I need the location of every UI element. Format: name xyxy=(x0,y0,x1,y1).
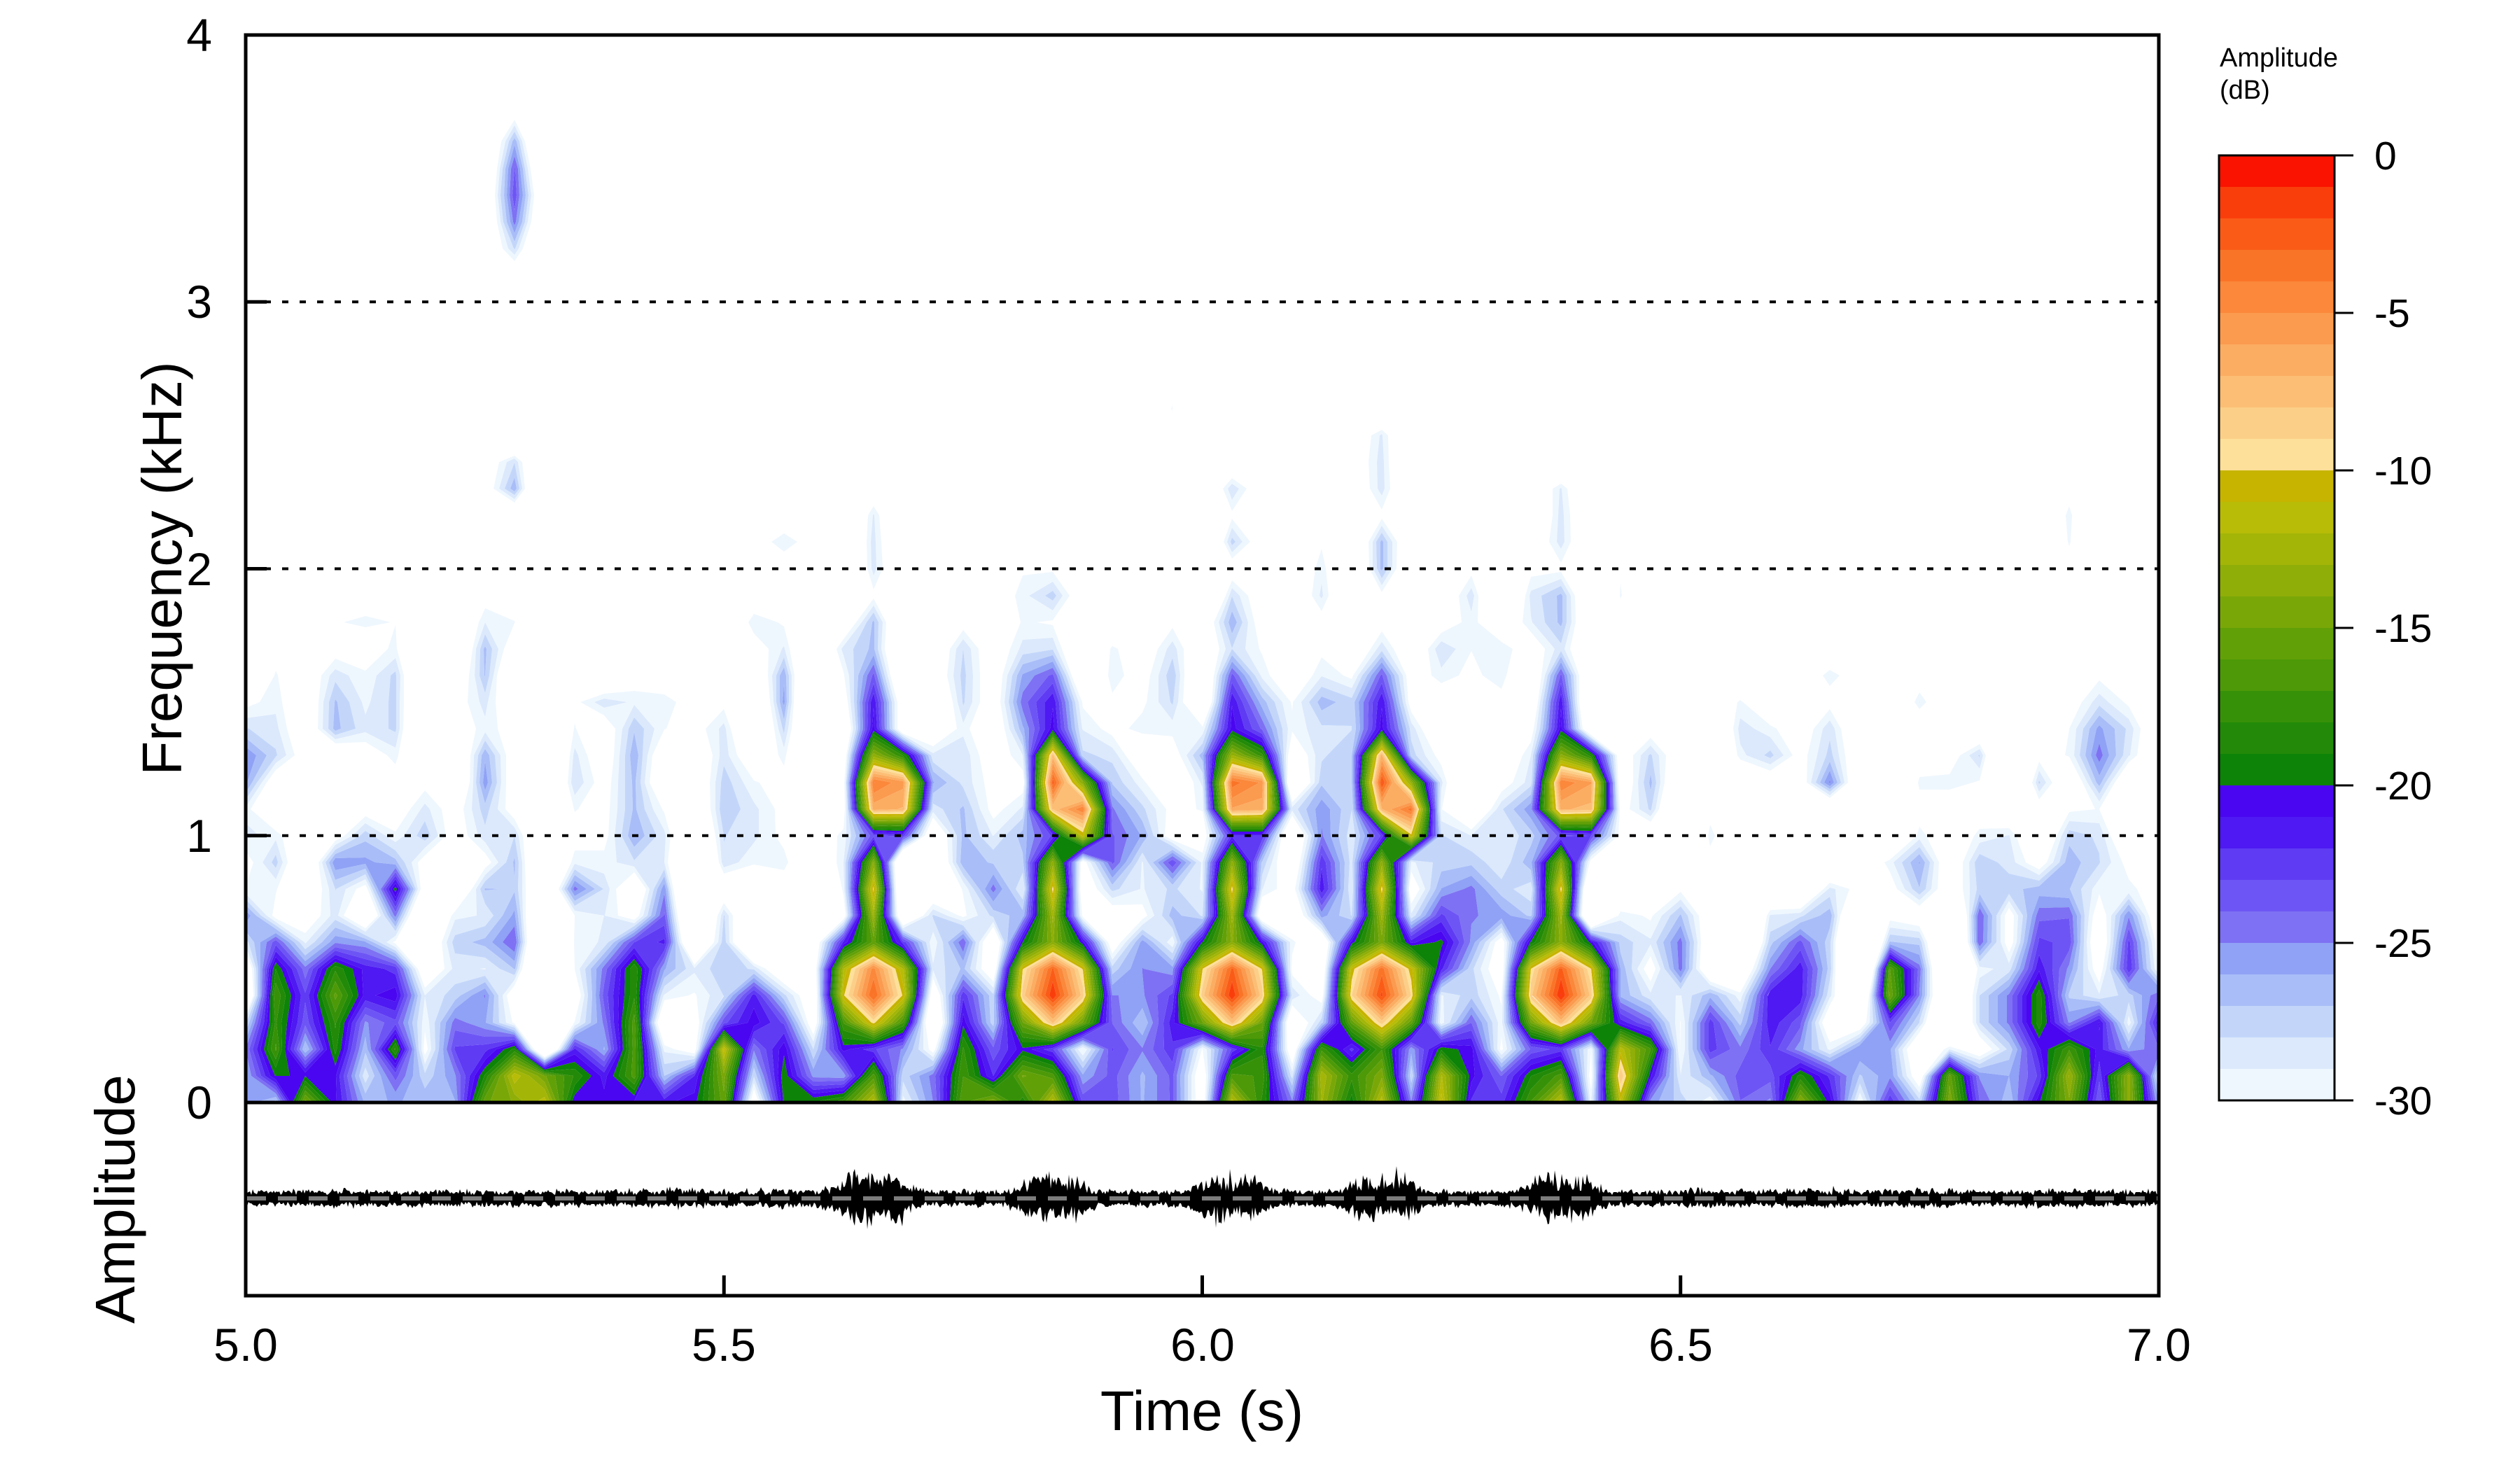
svg-text:-10: -10 xyxy=(2374,449,2432,493)
svg-text:-5: -5 xyxy=(2374,291,2410,336)
svg-text:-25: -25 xyxy=(2374,921,2432,966)
svg-text:Amplitude: Amplitude xyxy=(84,1074,146,1324)
svg-text:5.0: 5.0 xyxy=(214,1319,278,1371)
svg-text:3: 3 xyxy=(186,276,212,328)
svg-text:6.0: 6.0 xyxy=(1170,1319,1235,1371)
svg-text:0: 0 xyxy=(2374,134,2397,178)
svg-text:2: 2 xyxy=(186,543,212,595)
svg-text:-20: -20 xyxy=(2374,764,2432,808)
svg-text:-15: -15 xyxy=(2374,606,2432,651)
svg-text:6.5: 6.5 xyxy=(1648,1319,1713,1371)
svg-text:4: 4 xyxy=(186,9,212,61)
svg-text:-30: -30 xyxy=(2374,1079,2432,1124)
svg-text:0: 0 xyxy=(186,1077,212,1128)
svg-text:1: 1 xyxy=(186,810,212,862)
svg-text:Time (s): Time (s) xyxy=(1100,1380,1303,1442)
svg-text:5.5: 5.5 xyxy=(692,1319,756,1371)
svg-text:Amplitude: Amplitude xyxy=(2220,43,2338,73)
svg-text:7.0: 7.0 xyxy=(2127,1319,2191,1371)
svg-text:Frequency (kHz): Frequency (kHz) xyxy=(131,361,193,775)
svg-text:(dB): (dB) xyxy=(2220,76,2270,105)
